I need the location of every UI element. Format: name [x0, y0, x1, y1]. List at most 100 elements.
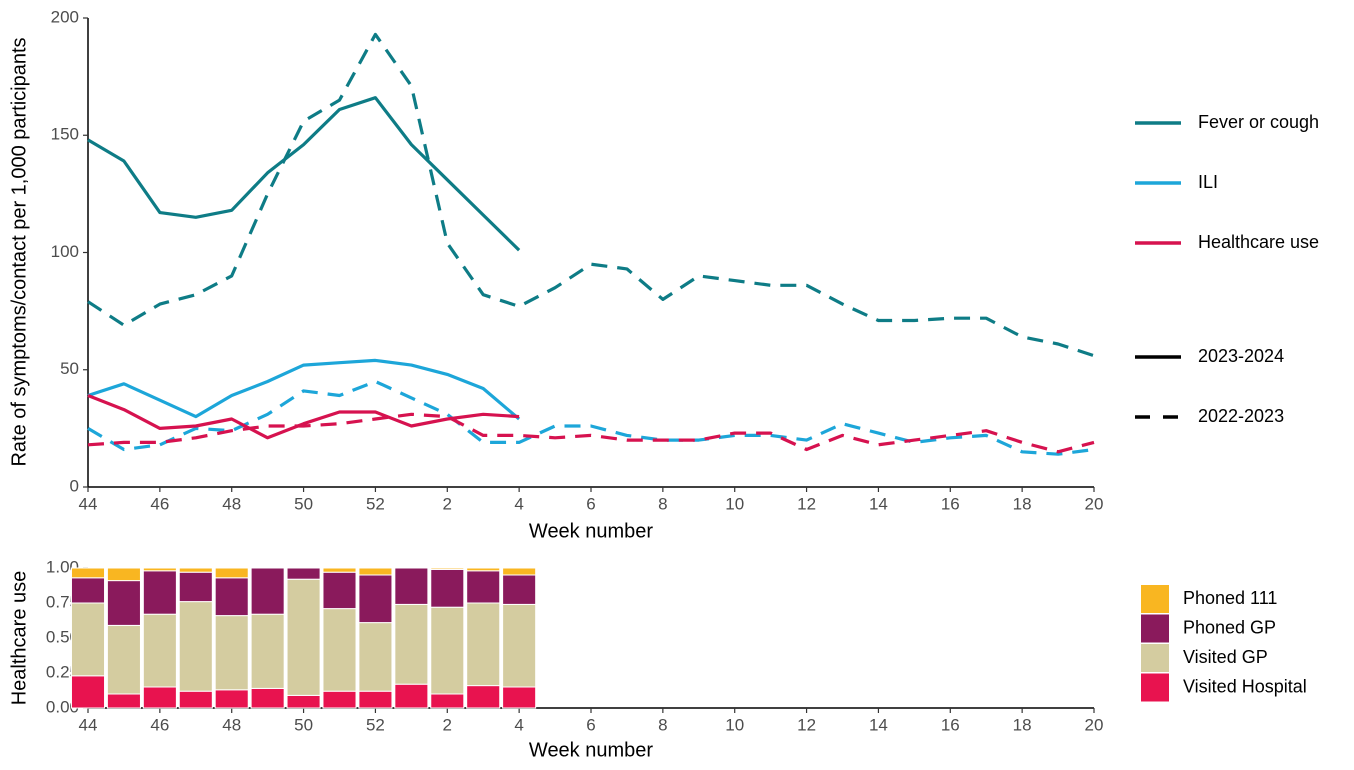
legend-swatch	[1141, 644, 1169, 672]
x-axis-label: Week number	[529, 739, 653, 761]
y-tick-label: 0.00	[46, 697, 79, 716]
line-series	[87, 379, 1095, 456]
bar-segment	[322, 690, 357, 709]
bar-segment	[430, 693, 465, 709]
legend-label: Phoned 111	[1183, 588, 1277, 608]
bar-segment	[322, 567, 357, 573]
x-tick-label: 16	[941, 494, 960, 513]
x-tick-label: 46	[150, 494, 169, 513]
y-axis-label: Rate of symptoms/contact per 1,000 parti…	[8, 37, 30, 466]
x-axis-label: Week number	[529, 520, 653, 542]
legend-label: 2023-2024	[1198, 346, 1284, 366]
x-tick-label: 44	[79, 494, 98, 513]
bar-segment	[358, 622, 393, 692]
x-tick-label: 6	[586, 715, 595, 734]
bar-segment	[106, 580, 141, 626]
x-tick-label: 16	[941, 715, 960, 734]
bar-segment	[214, 567, 249, 579]
x-tick-label: 4	[514, 494, 523, 513]
x-tick-label: 20	[1085, 494, 1104, 513]
bar-segment	[250, 687, 285, 709]
bar-segment	[466, 602, 501, 687]
bar-segment	[214, 577, 249, 617]
x-tick-label: 44	[79, 715, 98, 734]
bar-segment	[322, 608, 357, 692]
y-tick-label: 0.50	[46, 627, 79, 646]
x-tick-label: 48	[222, 494, 241, 513]
x-tick-label: 12	[797, 715, 816, 734]
bar-segment	[70, 602, 106, 677]
y-tick-label: 0.75	[46, 592, 79, 611]
bar-segment	[502, 603, 537, 688]
bar-segment	[286, 694, 321, 709]
bar-segment	[286, 567, 321, 580]
x-tick-label: 8	[658, 715, 667, 734]
bar-segment	[70, 577, 106, 604]
bar-segment	[178, 690, 213, 709]
line-series	[87, 412, 1095, 454]
x-tick-label: 52	[366, 494, 385, 513]
bar-segment	[214, 615, 249, 691]
bar-segment	[394, 567, 429, 605]
x-tick-label: 50	[294, 715, 313, 734]
x-tick-label: 18	[1013, 715, 1032, 734]
bar-segment	[250, 567, 285, 615]
bar-segment	[358, 574, 393, 624]
y-tick-label: 200	[51, 7, 79, 26]
bar-segment	[502, 567, 537, 576]
bar-segment	[142, 570, 177, 615]
legend-label: 2022-2023	[1198, 406, 1284, 426]
legend-swatch	[1141, 585, 1169, 613]
y-tick-label: 50	[60, 359, 79, 378]
bar-segment	[178, 571, 213, 603]
bar-segment	[142, 567, 177, 572]
line-series	[87, 32, 1095, 358]
x-tick-label: 2	[443, 494, 452, 513]
x-tick-label: 52	[366, 715, 385, 734]
bar-segment	[466, 685, 501, 709]
bar-segment	[286, 578, 321, 696]
bar-segment	[466, 567, 501, 572]
bar-segment	[142, 613, 177, 688]
line-series	[87, 96, 521, 252]
bar-segment	[358, 690, 393, 709]
bar-segment	[394, 603, 429, 685]
bar-segment	[106, 567, 141, 582]
legend-label: Visited GP	[1183, 647, 1268, 667]
bar-segment	[214, 689, 249, 709]
x-tick-label: 4	[514, 715, 523, 734]
x-tick-label: 10	[725, 494, 744, 513]
legend-swatch	[1141, 614, 1169, 643]
bar-segment	[358, 567, 393, 576]
y-tick-label: 1.00	[46, 557, 79, 576]
y-tick-label: 150	[51, 125, 79, 144]
x-tick-label: 14	[869, 494, 888, 513]
bar-segment	[70, 675, 106, 709]
line-series	[87, 394, 520, 440]
x-tick-label: 2	[443, 715, 452, 734]
x-tick-label: 6	[586, 494, 595, 513]
bar-segment	[502, 686, 537, 709]
legend-label: Healthcare use	[1198, 232, 1319, 252]
x-tick-label: 50	[294, 494, 313, 513]
bar-segment	[70, 567, 106, 579]
y-tick-label: 100	[51, 242, 79, 261]
bar-segment	[106, 693, 141, 709]
legend-swatch	[1141, 673, 1169, 702]
x-tick-label: 20	[1085, 715, 1104, 734]
x-tick-label: 46	[150, 715, 169, 734]
legend-label: Visited Hospital	[1183, 676, 1307, 696]
line-series	[87, 358, 521, 421]
y-tick-label: 0.25	[46, 662, 79, 681]
bar-segment	[430, 567, 465, 570]
x-tick-label: 10	[725, 715, 744, 734]
bar-segment	[430, 568, 465, 608]
legend-label: Phoned GP	[1183, 617, 1276, 637]
bar-segment	[322, 571, 357, 610]
legend-label: Fever or cough	[1198, 112, 1319, 132]
x-tick-label: 18	[1013, 494, 1032, 513]
bar-segment	[250, 613, 285, 689]
bar-segment	[178, 567, 213, 573]
